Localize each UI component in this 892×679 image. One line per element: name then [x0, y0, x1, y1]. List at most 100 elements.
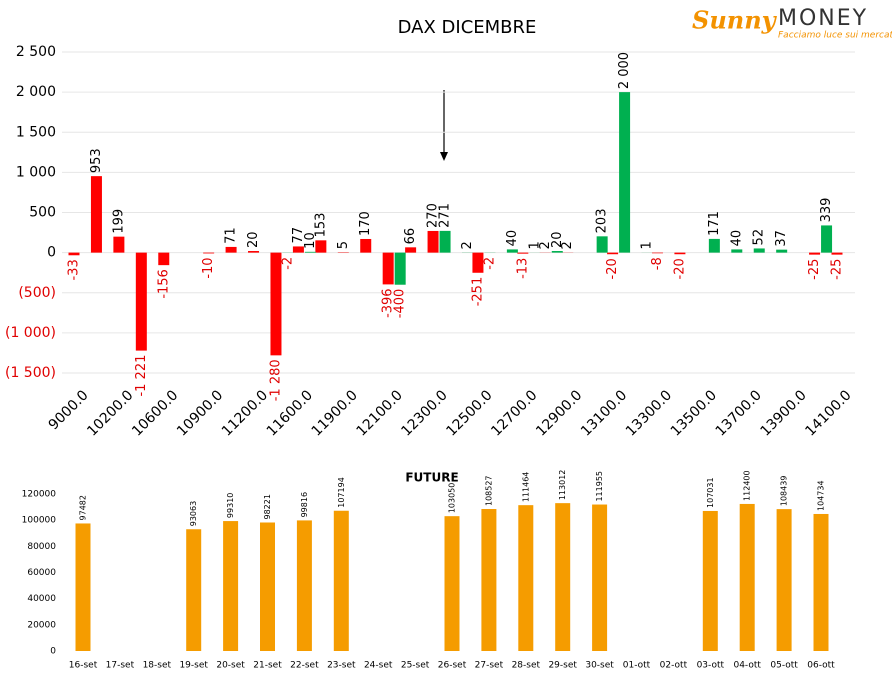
- bar: [731, 249, 743, 253]
- value-label: 98221: [263, 494, 272, 519]
- bar: [518, 505, 534, 651]
- value-label: 153: [313, 213, 328, 238]
- value-label: 52: [752, 229, 767, 246]
- x-tick-label: 30-set: [585, 661, 614, 671]
- logo-tagline: Facciamo luce sui mercati: [778, 31, 892, 41]
- y-tick-label: 2 000: [16, 84, 56, 100]
- value-label: 108527: [484, 475, 493, 506]
- bar: [444, 516, 460, 651]
- x-tick-label: 26-set: [438, 661, 467, 671]
- value-label: 97482: [79, 495, 88, 520]
- bar: [260, 522, 275, 651]
- bar: [360, 238, 372, 253]
- x-tick-label: 01-ott: [623, 661, 651, 671]
- value-label: -13: [515, 258, 530, 279]
- value-label: 99310: [226, 493, 235, 518]
- x-tick-label: 23-set: [327, 661, 356, 671]
- value-label: -25: [830, 259, 845, 280]
- value-label: 93063: [189, 501, 198, 526]
- y-tick-label: (1 500): [5, 365, 56, 381]
- bar: [506, 249, 518, 253]
- bar: [555, 503, 571, 651]
- value-label: 107194: [337, 477, 346, 508]
- value-label: 112400: [743, 470, 752, 501]
- value-label: 199: [111, 209, 126, 234]
- value-label: -156: [156, 269, 171, 299]
- y-tick-label: 500: [29, 205, 56, 221]
- value-label: 339: [819, 198, 834, 223]
- value-label: 2: [460, 241, 475, 249]
- value-label: -396: [381, 288, 396, 318]
- value-label: 1: [527, 241, 542, 249]
- bar: [831, 252, 843, 255]
- x-tick-label: 17-set: [106, 661, 135, 671]
- x-tick-label: 03-ott: [697, 661, 725, 671]
- arrow-head: [440, 152, 448, 161]
- bar: [619, 92, 631, 253]
- value-label: 2: [560, 241, 575, 249]
- y-tick-label: 1 500: [16, 124, 56, 140]
- x-tick-label: 25-set: [401, 661, 430, 671]
- x-tick-label: 28-set: [512, 661, 541, 671]
- bar: [702, 510, 718, 651]
- bar: [203, 252, 215, 254]
- value-label: -1 221: [134, 355, 149, 397]
- x-tick-label: 06-ott: [807, 661, 835, 671]
- bar: [135, 252, 147, 351]
- bar: [708, 238, 720, 253]
- x-tick-label: 29-set: [548, 661, 577, 671]
- bar: [821, 225, 833, 253]
- bar: [225, 246, 237, 253]
- value-label: 71: [224, 227, 239, 244]
- value-label: 171: [707, 211, 722, 236]
- bar: [592, 504, 608, 651]
- value-label: 111955: [595, 471, 604, 502]
- value-label: -10: [201, 257, 216, 278]
- y-tick-label: 2 500: [16, 44, 56, 60]
- y-tick-label: 100000: [22, 516, 57, 526]
- value-label: 103050: [448, 483, 457, 514]
- bar: [333, 510, 349, 651]
- bar: [315, 240, 327, 253]
- value-label: 40: [505, 230, 520, 247]
- x-tick-label: 05-ott: [770, 661, 798, 671]
- x-tick-label: 22-set: [290, 661, 319, 671]
- bar: [68, 252, 80, 256]
- value-label: 1: [640, 241, 655, 249]
- x-tick-label: 19-set: [179, 661, 208, 671]
- value-label: 2: [538, 241, 553, 249]
- arrow: [440, 90, 448, 161]
- value-label: 2 000: [617, 52, 632, 89]
- value-label: -1 280: [268, 359, 283, 401]
- value-label: -20: [605, 258, 620, 279]
- value-label: 40: [729, 230, 744, 247]
- chart-title: FUTURE: [405, 471, 458, 485]
- value-label: 20: [246, 231, 261, 248]
- y-tick-label: 0: [50, 647, 56, 657]
- bar: [674, 252, 686, 255]
- bar: [75, 523, 91, 651]
- y-tick-label: 0: [47, 245, 56, 261]
- logo: Sunny MONEY Facciamo luce sui mercati: [692, 6, 892, 41]
- bar: [472, 252, 484, 273]
- bar: [296, 520, 312, 651]
- bar: [186, 529, 202, 651]
- y-tick-label: 20000: [27, 620, 56, 630]
- x-tick-label: 02-ott: [660, 661, 688, 671]
- y-tick-label: 1 000: [16, 164, 56, 180]
- value-label: 99816: [300, 492, 309, 517]
- value-label: 113012: [558, 470, 567, 501]
- value-label: 104734: [817, 480, 826, 511]
- bar: [223, 521, 239, 651]
- value-label: 953: [89, 148, 104, 173]
- bar: [809, 252, 821, 255]
- bar: [248, 251, 260, 253]
- bar: [394, 252, 406, 285]
- x-tick-label: 04-ott: [733, 661, 761, 671]
- x-tick-label: 20-set: [216, 661, 245, 671]
- value-label: -400: [393, 289, 408, 319]
- bar: [405, 247, 417, 253]
- x-tick-label: 27-set: [475, 661, 504, 671]
- value-label: 66: [403, 228, 418, 245]
- bar: [113, 236, 125, 253]
